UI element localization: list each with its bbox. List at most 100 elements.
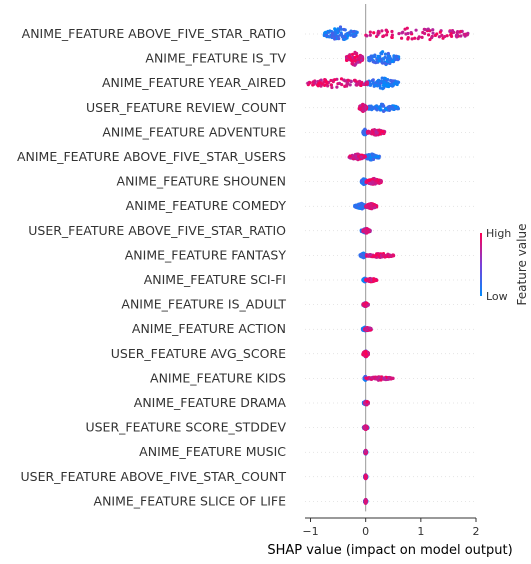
shap-point bbox=[368, 181, 372, 185]
shap-point bbox=[365, 326, 369, 330]
shap-point bbox=[381, 83, 386, 87]
shap-point bbox=[337, 37, 341, 41]
shap-point bbox=[362, 350, 366, 355]
shap-point bbox=[346, 78, 350, 82]
shap-point bbox=[339, 77, 344, 81]
shap-point bbox=[333, 37, 337, 41]
shap-point bbox=[431, 31, 435, 35]
shap-point bbox=[327, 35, 331, 39]
shap-point bbox=[365, 204, 369, 209]
shap-point bbox=[363, 154, 367, 158]
shap-point bbox=[383, 55, 387, 59]
shap-point bbox=[368, 156, 372, 160]
shap-point bbox=[403, 27, 407, 31]
x-axis: −1 0 1 2 bbox=[302, 517, 480, 538]
shap-point bbox=[414, 28, 418, 32]
shap-point bbox=[342, 37, 346, 42]
shap-point bbox=[396, 80, 401, 84]
shap-point bbox=[396, 107, 400, 111]
shap-point bbox=[329, 83, 333, 87]
shap-point bbox=[353, 205, 357, 209]
shap-point bbox=[384, 28, 388, 32]
shap-point bbox=[343, 84, 347, 88]
shap-point bbox=[333, 78, 337, 82]
row-gridlines bbox=[305, 33, 476, 502]
shap-point bbox=[413, 36, 417, 40]
shap-point bbox=[355, 83, 359, 87]
x-tick-label: 0 bbox=[362, 525, 369, 538]
shap-point bbox=[352, 155, 356, 159]
shap-point bbox=[317, 81, 321, 85]
shap-point bbox=[370, 376, 374, 380]
shap-point bbox=[369, 105, 373, 109]
shap-point bbox=[459, 34, 463, 38]
shap-point bbox=[360, 55, 364, 59]
shap-point bbox=[388, 54, 392, 59]
shap-point bbox=[353, 59, 357, 63]
shap-point bbox=[389, 105, 393, 109]
shap-point bbox=[366, 131, 370, 135]
shap-point bbox=[372, 277, 376, 281]
shap-point bbox=[359, 205, 363, 209]
shap-point bbox=[383, 255, 387, 259]
colorbar-title: Feature value bbox=[515, 224, 529, 306]
shap-point bbox=[380, 76, 384, 80]
shap-point bbox=[359, 252, 363, 257]
shap-point bbox=[335, 85, 339, 89]
shap-point bbox=[311, 80, 315, 84]
shap-point bbox=[379, 79, 383, 83]
feature-label: ANIME_FEATURE IS_ADULT bbox=[121, 297, 286, 312]
shap-point bbox=[350, 58, 354, 63]
colorbar: High Low Feature value bbox=[480, 224, 529, 306]
shap-point bbox=[325, 81, 329, 85]
shap-point bbox=[377, 59, 382, 63]
shap-point bbox=[364, 474, 368, 478]
shap-point bbox=[410, 37, 414, 41]
feature-label: USER_FEATURE ABOVE_FIVE_STAR_COUNT bbox=[20, 469, 286, 484]
shap-point bbox=[368, 30, 372, 34]
shap-point bbox=[378, 107, 382, 111]
shap-point bbox=[368, 326, 372, 330]
shap-point bbox=[348, 154, 352, 158]
shap-point bbox=[375, 179, 379, 183]
feature-label: ANIME_FEATURE KIDS bbox=[150, 370, 286, 385]
shap-points bbox=[306, 25, 470, 505]
shap-point bbox=[431, 28, 435, 32]
shap-point bbox=[354, 62, 358, 66]
feature-label: USER_FEATURE ABOVE_FIVE_STAR_RATIO bbox=[28, 223, 286, 238]
shap-point bbox=[320, 82, 324, 86]
shap-point bbox=[369, 204, 373, 208]
shap-point bbox=[438, 30, 442, 34]
shap-point bbox=[328, 29, 332, 33]
shap-point bbox=[390, 29, 394, 34]
shap-point bbox=[363, 500, 367, 504]
feature-label: ANIME_FEATURE ABOVE_FIVE_STAR_RATIO bbox=[22, 26, 286, 41]
shap-point bbox=[336, 34, 340, 38]
shap-point bbox=[376, 30, 381, 34]
colorbar-gradient bbox=[480, 233, 482, 296]
shap-point bbox=[371, 132, 375, 136]
shap-point bbox=[372, 60, 376, 64]
shap-point bbox=[383, 61, 387, 66]
shap-point bbox=[381, 109, 386, 113]
shap-point bbox=[396, 58, 400, 62]
shap-point bbox=[465, 33, 469, 37]
shap-point bbox=[329, 78, 333, 83]
shap-point bbox=[368, 229, 372, 233]
shap-point bbox=[330, 85, 334, 90]
shap-point bbox=[347, 55, 351, 59]
shap-point bbox=[365, 81, 369, 85]
shap-point bbox=[334, 31, 338, 35]
shap-point bbox=[394, 105, 398, 109]
shap-point bbox=[420, 35, 424, 40]
shap-point bbox=[383, 107, 388, 111]
shap-point bbox=[391, 59, 395, 63]
shap-point bbox=[426, 33, 431, 37]
shap-point bbox=[344, 33, 348, 37]
shap-point bbox=[358, 106, 362, 110]
shap-point bbox=[386, 105, 390, 109]
shap-point bbox=[381, 103, 385, 108]
shap-point bbox=[359, 179, 364, 183]
shap-point bbox=[452, 30, 456, 35]
